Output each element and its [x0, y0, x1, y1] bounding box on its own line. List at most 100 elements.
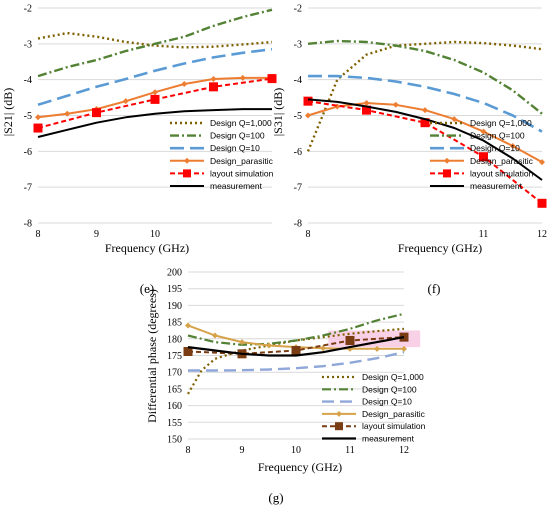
panel-g-differential-phase-chart: 200 195 190 185 180 175 170 165 160 155 150 8 9 10 11 1… [145, 268, 426, 506]
legend: Design Q=1,000 Design Q=100 Design Q=10 Des… [170, 118, 274, 191]
data-point-square [479, 152, 488, 162]
x-tick-label: 10 [291, 445, 301, 456]
data-point-diamond [363, 99, 370, 106]
x-tick-label: 9 [240, 445, 245, 456]
y-tick-label: 150 [167, 435, 182, 446]
y-tick-label: -7 [294, 183, 302, 194]
series-line [37, 31, 273, 49]
series-line [37, 47, 273, 107]
y-tick-label: -8 [294, 219, 302, 230]
data-point-diamond [122, 98, 129, 105]
y-tick-label: -3 [294, 39, 302, 50]
data-point-diamond [480, 128, 487, 135]
y-tick-label: 170 [167, 368, 182, 379]
legend-label: Design Q=1,000 [470, 118, 532, 128]
data-point-square [420, 118, 430, 128]
y-tick-label: 155 [167, 418, 182, 429]
data-point-square [150, 94, 160, 104]
y-axis-title: Differential phase (degrees) [145, 289, 159, 423]
y-tick-label: -8 [24, 219, 32, 230]
y-tick-label: 200 [167, 268, 182, 279]
legend-label: layout simulation [210, 168, 274, 178]
legend-label: measurement [210, 181, 263, 191]
panel-caption: (g) [268, 490, 283, 505]
panel-caption: (e) [140, 281, 154, 296]
y-axis-title: |S31| (dB) [271, 88, 285, 136]
x-tick-label: 8 [36, 229, 41, 240]
series-line [37, 8, 273, 78]
data-point-square [267, 74, 277, 84]
data-point-diamond [422, 107, 428, 114]
y-tick-label: -3 [24, 39, 32, 50]
data-point-diamond [401, 345, 407, 352]
y-tick-label: -7 [24, 183, 32, 194]
legend-label: Design Q=100 [470, 131, 525, 141]
x-axis-title: Frequency (GHz) [258, 460, 342, 474]
data-point-square [92, 108, 101, 118]
y-tick-label: -5 [294, 111, 302, 122]
x-tick-label: 8 [186, 445, 191, 456]
data-point-square [362, 105, 371, 115]
series-line [187, 336, 405, 357]
legend-label: Design Q=100 [362, 384, 417, 394]
legend-marker-diamond [336, 410, 342, 417]
data-point-diamond [451, 116, 458, 123]
y-tick-label: 165 [167, 384, 182, 395]
data-point-square [303, 96, 313, 106]
legend-marker-square [335, 422, 343, 431]
x-tick-label: 11 [345, 445, 355, 456]
legend-label: Design_parasitic [210, 156, 274, 166]
data-point-square [33, 123, 43, 133]
panel-caption: (f) [428, 281, 441, 296]
legend-label: Design_parasitic [362, 409, 426, 419]
legend-label: Design Q=10 [470, 143, 520, 153]
series-line [187, 312, 405, 346]
legend-marker-diamond [184, 157, 190, 164]
data-point-square [537, 198, 547, 208]
data-point-square [291, 345, 301, 355]
legend-marker-square [183, 169, 191, 178]
data-point-diamond [509, 142, 516, 149]
legend-marker-square [443, 169, 451, 178]
legend-label: Design Q=1,000 [210, 118, 272, 128]
legend-marker-diamond [444, 157, 450, 164]
data-point-square [209, 82, 218, 92]
y-tick-label: 175 [167, 351, 182, 362]
y-tick-label: -6 [24, 147, 32, 158]
data-point-diamond [539, 159, 545, 166]
y-tick-label: -6 [294, 147, 302, 158]
data-point-square [183, 346, 193, 356]
data-point-diamond [181, 80, 188, 87]
y-tick-label: -2 [294, 4, 302, 15]
x-tick-label: 12 [399, 445, 409, 456]
data-point-diamond [239, 74, 246, 81]
legend-label: measurement [470, 181, 523, 191]
y-tick-label: 180 [167, 334, 182, 345]
data-point-diamond [212, 332, 218, 339]
series-line [37, 108, 272, 138]
data-point-diamond [35, 114, 41, 121]
legend-label: layout simulation [362, 421, 426, 431]
y-tick-label: -5 [24, 111, 32, 122]
data-point-diamond [266, 342, 272, 349]
legend-label: Design_parasitic [470, 156, 534, 166]
series-line [187, 327, 405, 395]
series-line [306, 40, 543, 152]
y-tick-label: -2 [24, 4, 32, 15]
y-tick-label: 195 [167, 284, 182, 295]
legend-label: Design Q=10 [362, 397, 412, 407]
legend-label: measurement [362, 434, 415, 444]
legend-label: Design Q=100 [210, 131, 265, 141]
data-point-diamond [239, 339, 245, 346]
y-tick-label: 185 [167, 318, 182, 329]
y-tick-label: -4 [294, 75, 302, 86]
x-axis-title: Frequency (GHz) [398, 241, 482, 255]
data-point-diamond [64, 110, 71, 117]
data-point-diamond [152, 89, 158, 96]
x-axis-title: Frequency (GHz) [105, 241, 189, 255]
x-tick-label: 11 [479, 229, 489, 240]
y-tick-label: -4 [24, 75, 32, 86]
data-point-diamond [392, 101, 399, 108]
data-point-diamond [320, 345, 326, 352]
